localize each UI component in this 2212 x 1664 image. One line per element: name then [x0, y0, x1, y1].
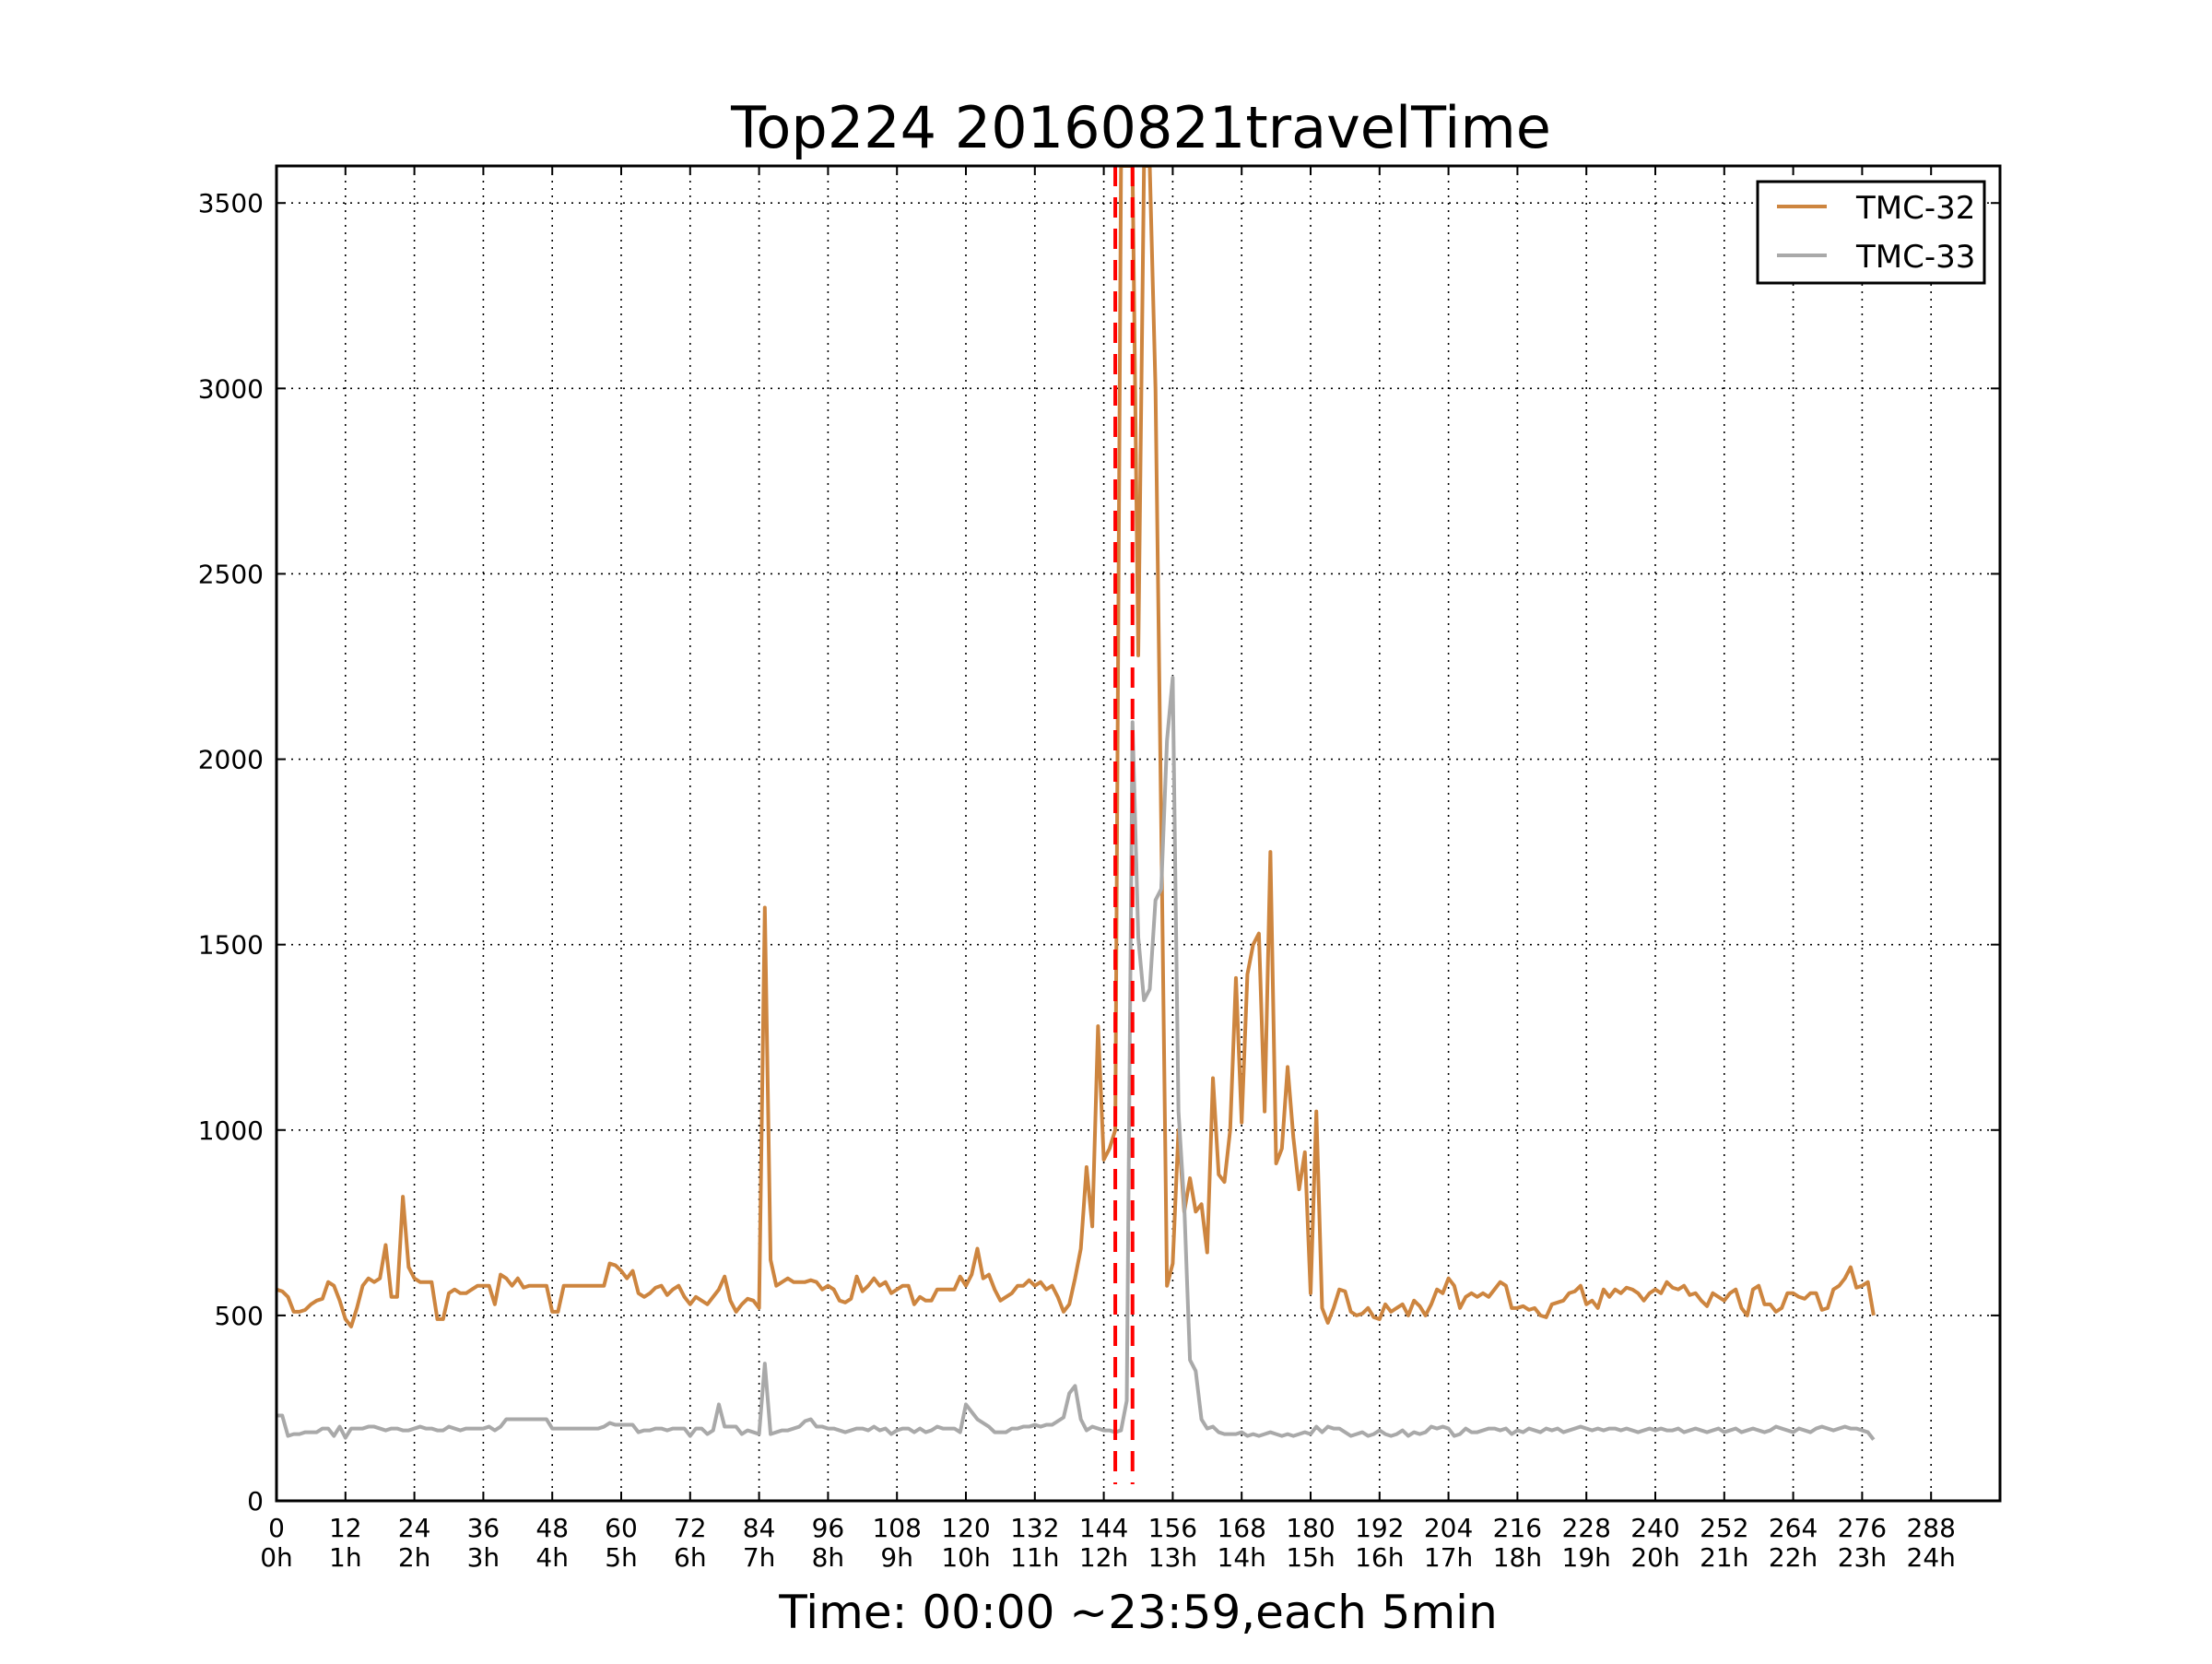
x-tick-sublabel: 22h: [1769, 1542, 1818, 1573]
x-tick-sublabel: 10h: [941, 1542, 990, 1573]
x-tick-label: 180: [1286, 1513, 1335, 1543]
x-tick-label: 132: [1010, 1513, 1059, 1543]
event-markers: [1113, 166, 1135, 1484]
x-tick-label: 276: [1838, 1513, 1887, 1543]
x-tick-label: 48: [535, 1513, 569, 1543]
y-tick-label: 1500: [198, 930, 264, 961]
x-tick-sublabel: 13h: [1148, 1542, 1197, 1573]
x-tick-sublabel: 17h: [1424, 1542, 1473, 1573]
x-tick-label: 144: [1079, 1513, 1128, 1543]
y-tick-label: 500: [215, 1301, 264, 1331]
y-tick-label: 1000: [198, 1115, 264, 1146]
x-tick-sublabel: 9h: [880, 1542, 913, 1573]
plot-frame: [275, 164, 2002, 1503]
x-tick-label: 264: [1769, 1513, 1818, 1543]
x-tick-label: 72: [674, 1513, 707, 1543]
x-tick-label: 168: [1217, 1513, 1265, 1543]
y-tick-label: 3500: [198, 188, 264, 218]
x-tick-sublabel: 3h: [467, 1542, 500, 1573]
legend: TMC-32 TMC-33: [1756, 180, 1986, 285]
x-axis-title: Time: 00:00 ~23:59,each 5min: [778, 1586, 1498, 1639]
x-tick-sublabel: 15h: [1286, 1542, 1335, 1573]
legend-label-tmc-32: TMC-32: [1855, 190, 1975, 227]
x-tick-label: 84: [743, 1513, 776, 1543]
x-tick-sublabel: 1h: [329, 1542, 362, 1573]
x-tick-label: 12: [329, 1513, 362, 1543]
chart-title: Top224 20160821travelTime: [730, 94, 1551, 161]
x-tick-label: 228: [1561, 1513, 1610, 1543]
x-tick-sublabel: 4h: [535, 1542, 569, 1573]
x-tick-label: 24: [398, 1513, 431, 1543]
legend-label-tmc-33: TMC-33: [1855, 239, 1975, 276]
plot-area: [276, 166, 2000, 1501]
series-lines: [276, 166, 1876, 1441]
series-line-tmc-33: [276, 676, 1876, 1441]
x-tick-sublabel: 2h: [398, 1542, 431, 1573]
x-tick-label: 108: [872, 1513, 921, 1543]
x-tick-sublabel: 7h: [743, 1542, 776, 1573]
x-tick-sublabel: 24h: [1907, 1542, 1956, 1573]
y-tick-label: 3000: [198, 373, 264, 404]
x-tick-sublabel: 19h: [1562, 1542, 1611, 1573]
x-tick-label: 240: [1630, 1513, 1679, 1543]
x-tick-sublabel: 21h: [1700, 1542, 1748, 1573]
x-tick-label: 120: [941, 1513, 990, 1543]
x-tick-sublabel: 23h: [1838, 1542, 1887, 1573]
x-tick-sublabel: 11h: [1010, 1542, 1059, 1573]
x-tick-label: 0: [268, 1513, 285, 1543]
y-tick-label: 2000: [198, 745, 264, 775]
x-tick-label: 252: [1700, 1513, 1748, 1543]
grid-lines: [276, 166, 2000, 1501]
x-tick-label: 288: [1906, 1513, 1955, 1543]
y-tick-label: 2500: [198, 559, 264, 589]
x-tick-sublabel: 14h: [1218, 1542, 1266, 1573]
y-tick-label: 0: [247, 1486, 264, 1516]
x-tick-label: 204: [1424, 1513, 1473, 1543]
axis-ticks: 00h121h242h363h484h605h726h847h968h1089h…: [198, 166, 2000, 1573]
x-tick-label: 60: [605, 1513, 638, 1543]
x-tick-label: 216: [1493, 1513, 1542, 1543]
x-tick-label: 156: [1148, 1513, 1197, 1543]
x-tick-label: 96: [812, 1513, 845, 1543]
x-tick-sublabel: 8h: [812, 1542, 845, 1573]
x-tick-sublabel: 0h: [260, 1542, 293, 1573]
x-tick-sublabel: 6h: [674, 1542, 707, 1573]
x-tick-sublabel: 12h: [1079, 1542, 1128, 1573]
legend-box: [1756, 180, 1986, 285]
series-line-tmc-32: [276, 166, 1876, 1328]
x-tick-sublabel: 5h: [605, 1542, 638, 1573]
x-tick-sublabel: 20h: [1630, 1542, 1679, 1573]
x-tick-label: 36: [467, 1513, 500, 1543]
x-tick-sublabel: 16h: [1355, 1542, 1404, 1573]
x-tick-label: 192: [1355, 1513, 1404, 1543]
x-tick-sublabel: 18h: [1493, 1542, 1542, 1573]
